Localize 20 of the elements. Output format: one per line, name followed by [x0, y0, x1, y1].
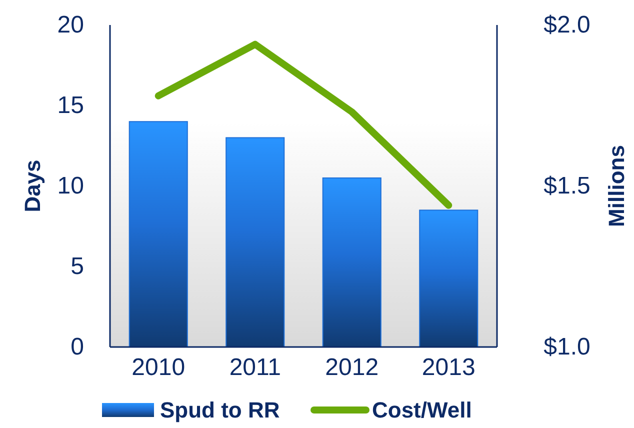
x-tick-label: 2013	[422, 354, 476, 381]
y-tick-label: 20	[57, 12, 84, 38]
y-axis-title: Days	[20, 160, 45, 212]
bar	[226, 137, 285, 348]
y2-axis-title: Millions	[604, 145, 629, 227]
legend-label: Cost/Well	[372, 398, 472, 422]
legend-label: Spud to RR	[160, 398, 280, 422]
y-tick-label: 15	[57, 92, 84, 119]
y-tick-label: 10	[57, 172, 84, 200]
bar	[128, 121, 188, 348]
y2-tick-label: $2.0	[544, 12, 590, 38]
bar	[322, 177, 382, 348]
bar	[419, 210, 478, 348]
y-tick-label: 0	[70, 334, 84, 360]
y2-tick-label: $1.0	[544, 334, 590, 360]
y2-tick-label: $1.5	[544, 172, 590, 200]
y-tick-label: 5	[70, 253, 84, 280]
x-tick-label: 2011	[229, 354, 281, 381]
x-tick-label: 2012	[325, 354, 379, 381]
x-tick-label: 2010	[132, 354, 186, 381]
